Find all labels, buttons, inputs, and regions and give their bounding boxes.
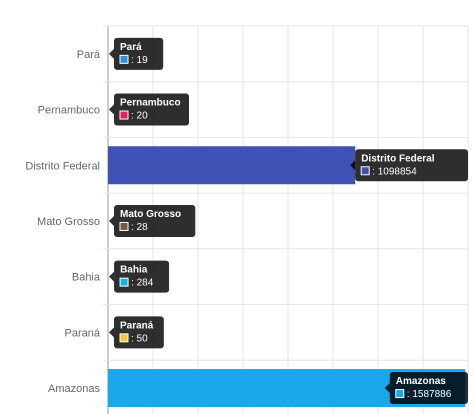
tooltip-pernambuco: Pernambuco : 20 [109,93,190,126]
tooltip-value: : 20 [131,111,148,122]
tooltip-value: : 28 [131,222,148,233]
category-label-amazonas: Amazonas [48,383,100,395]
tooltip-value: : 19 [131,55,148,66]
tooltip-value: : 1587886 [407,389,452,400]
tooltip-box [114,204,196,237]
tooltip-caret [109,215,115,226]
tooltip-caret [109,327,115,338]
tooltip-title: Mato Grosso [120,209,181,220]
tooltip-box [355,149,468,182]
tooltip-box [114,93,190,126]
tooltip-caret [109,104,115,115]
tooltip-para: Pará : 19 [109,37,164,70]
tooltip-caret [109,48,115,59]
category-label-mato-grosso: Mato Grosso [37,216,100,228]
tooltip-value: : 50 [131,333,148,344]
category-label-pernambuco: Pernambuco [38,105,100,117]
tooltip-color-swatch [119,221,129,231]
category-label-bahia: Bahia [72,272,101,284]
tooltip-color-swatch [360,166,370,176]
tooltip-amazonas: Amazonas : 1587886 [384,372,468,405]
tooltip-title: Paraná [120,320,154,331]
tooltip-title: Bahia [120,265,148,276]
category-label-para: Pará [77,49,101,61]
tooltip-title: Amazonas [396,376,446,387]
tooltip-caret [384,383,390,394]
tooltip-mato-grosso: Mato Grosso : 28 [109,204,196,237]
tooltip-color-swatch [119,110,129,120]
tooltip-distrito-federal: Distrito Federal : 1098854 [350,149,468,182]
tooltip-box [389,372,468,405]
tooltip-color-swatch [119,333,129,343]
tooltip-color-swatch [119,277,129,287]
tooltip-title: Distrito Federal [361,153,435,164]
category-label-parana: Paraná [65,327,101,339]
tooltip-parana: Paraná : 50 [109,316,164,349]
grid-lines [103,25,469,414]
tooltip-title: Pará [120,42,142,53]
tooltips: Pará : 19 Pernambuco : 20 Distrito Federal : … [109,37,468,405]
tooltip-value: : 1098854 [372,166,417,177]
tooltip-color-swatch [395,389,405,399]
tooltip-bahia: Bahia : 284 [109,260,170,293]
category-label-distrito-federal: Distrito Federal [25,160,100,172]
tooltip-caret [109,271,115,282]
bar-distrito-federal[interactable] [108,146,356,185]
tooltip-caret [350,160,356,171]
tooltip-value: : 284 [131,278,154,289]
category-labels: Pará Pernambuco Distrito Federal Mato Gross… [25,49,100,395]
tooltip-color-swatch [119,54,129,64]
tooltip-title: Pernambuco [120,98,181,109]
